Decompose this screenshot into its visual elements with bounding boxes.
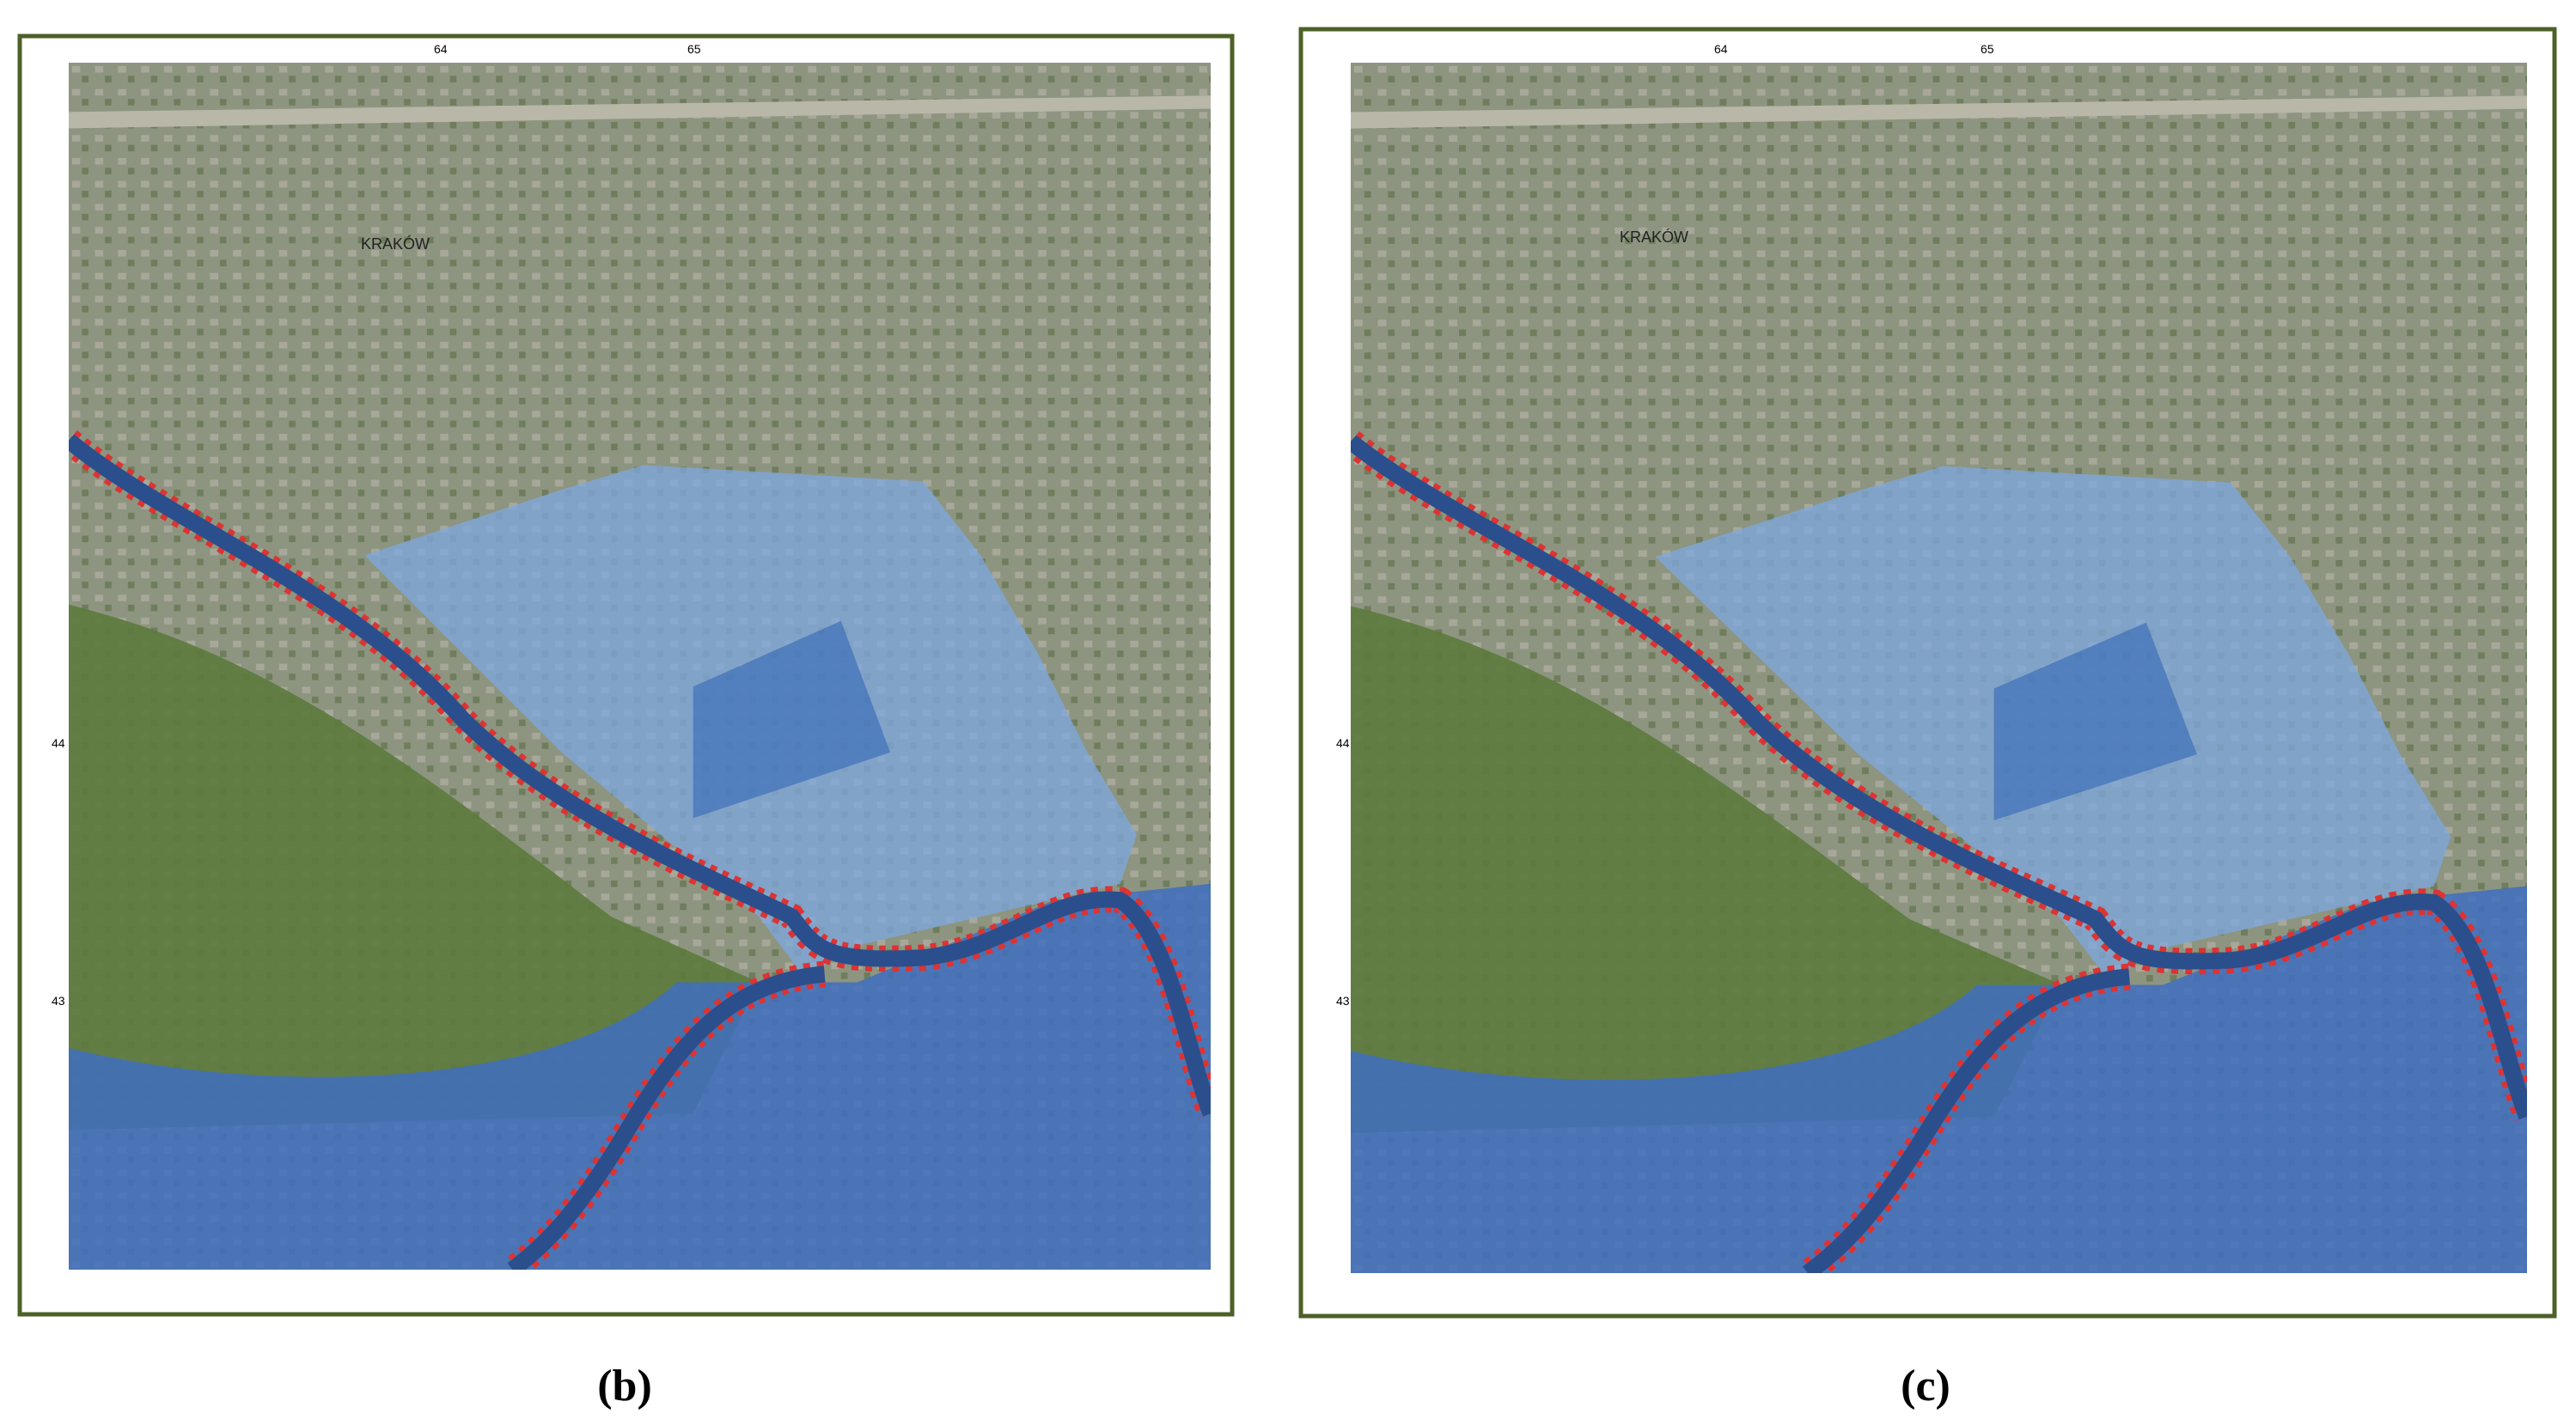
caption: (b) bbox=[597, 1362, 652, 1411]
map bbox=[69, 63, 1211, 1270]
grid-label: 64 bbox=[1714, 42, 1728, 56]
city-label: KRAKÓW bbox=[361, 235, 430, 253]
grid-label: 64 bbox=[434, 42, 448, 56]
grid-label: 43 bbox=[1336, 994, 1350, 1008]
grid-label: 44 bbox=[52, 736, 65, 750]
map-image bbox=[1351, 63, 2527, 1273]
map-image bbox=[69, 63, 1211, 1270]
grid-label: 65 bbox=[1981, 42, 1994, 56]
grid-label: 44 bbox=[1336, 736, 1350, 750]
grid-label: 65 bbox=[687, 42, 701, 56]
map bbox=[1351, 63, 2527, 1273]
caption: (c) bbox=[1901, 1362, 1950, 1411]
city-label: KRAKÓW bbox=[1620, 228, 1688, 246]
grid-label: 43 bbox=[52, 994, 65, 1008]
